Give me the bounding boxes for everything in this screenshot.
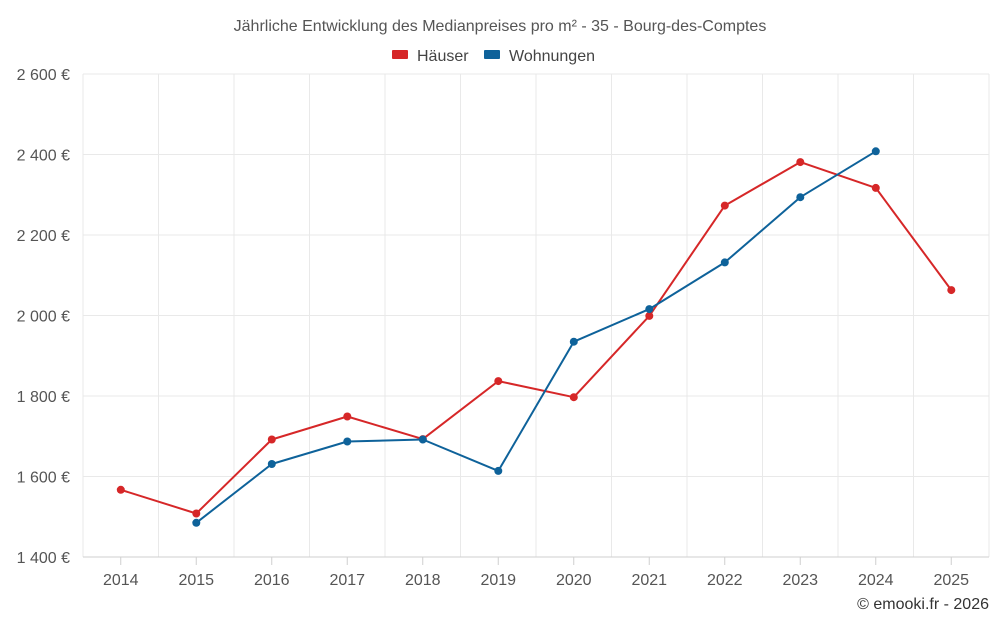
x-tick-label: 2015 xyxy=(178,572,214,589)
legend-item-wohnungen[interactable]: Wohnungen xyxy=(484,48,595,65)
chart-title: Jährliche Entwicklung des Medianpreises … xyxy=(234,18,767,35)
legend: Häuser Wohnungen xyxy=(392,48,595,65)
data-point-wohnungen[interactable] xyxy=(494,466,503,475)
series-line-haeuser xyxy=(120,161,953,515)
data-point-haeuser[interactable] xyxy=(116,485,125,494)
data-point-wohnungen[interactable] xyxy=(418,435,427,444)
x-tick-label: 2014 xyxy=(103,572,139,589)
x-tick-label: 2019 xyxy=(480,572,516,589)
y-axis: 1 400 € 1 600 € 1 800 € 2 000 € 2 200 € 2 400… xyxy=(17,67,70,567)
y-tick-label: 2 400 € xyxy=(17,148,70,165)
legend-label-haeuser: Häuser xyxy=(417,48,469,65)
data-point-wohnungen[interactable] xyxy=(192,518,201,527)
x-tick-label: 2017 xyxy=(329,572,365,589)
data-point-haeuser[interactable] xyxy=(343,412,352,421)
y-tick-label: 1 800 € xyxy=(17,389,70,406)
data-point-haeuser[interactable] xyxy=(569,393,578,402)
data-point-haeuser[interactable] xyxy=(192,509,201,518)
data-point-haeuser[interactable] xyxy=(947,286,956,295)
legend-item-haeuser[interactable]: Häuser xyxy=(392,48,469,65)
x-tick-label: 2022 xyxy=(707,572,743,589)
y-tick-label: 1 400 € xyxy=(17,550,70,567)
legend-label-wohnungen: Wohnungen xyxy=(509,48,595,65)
legend-swatch-haeuser xyxy=(392,50,408,59)
x-tick-label: 2020 xyxy=(556,572,592,589)
data-point-haeuser[interactable] xyxy=(645,311,654,320)
x-axis: 2014 2015 2016 2017 2018 2019 2020 2021 2022 2023… xyxy=(83,556,989,589)
x-tick-label: 2021 xyxy=(631,572,667,589)
x-tick-label: 2025 xyxy=(933,572,969,589)
y-tick-label: 2 200 € xyxy=(17,228,70,245)
data-point-wohnungen[interactable] xyxy=(569,337,578,346)
data-point-haeuser[interactable] xyxy=(871,183,880,192)
data-point-wohnungen[interactable] xyxy=(720,258,729,267)
data-point-wohnungen[interactable] xyxy=(267,460,276,468)
x-tick-label: 2016 xyxy=(254,572,290,589)
x-tick-label: 2024 xyxy=(858,572,894,589)
x-tick-label: 2023 xyxy=(782,572,818,589)
y-tick-label: 2 600 € xyxy=(17,67,70,84)
data-point-haeuser[interactable] xyxy=(720,201,729,210)
series xyxy=(116,147,956,527)
y-tick-label: 2 000 € xyxy=(17,309,70,326)
series-line-wohnungen xyxy=(195,150,877,524)
y-tick-label: 1 600 € xyxy=(17,470,70,487)
legend-swatch-wohnungen xyxy=(484,50,500,59)
data-point-wohnungen[interactable] xyxy=(343,437,352,446)
data-point-wohnungen[interactable] xyxy=(645,305,654,314)
grid xyxy=(82,73,990,557)
data-point-wohnungen[interactable] xyxy=(871,147,880,156)
data-point-haeuser[interactable] xyxy=(267,435,276,444)
data-point-wohnungen[interactable] xyxy=(796,193,805,202)
data-point-haeuser[interactable] xyxy=(796,158,805,167)
x-tick-label: 2018 xyxy=(405,572,441,589)
data-point-haeuser[interactable] xyxy=(494,377,503,386)
credit-label: © emooki.fr - 2026 xyxy=(857,596,989,613)
